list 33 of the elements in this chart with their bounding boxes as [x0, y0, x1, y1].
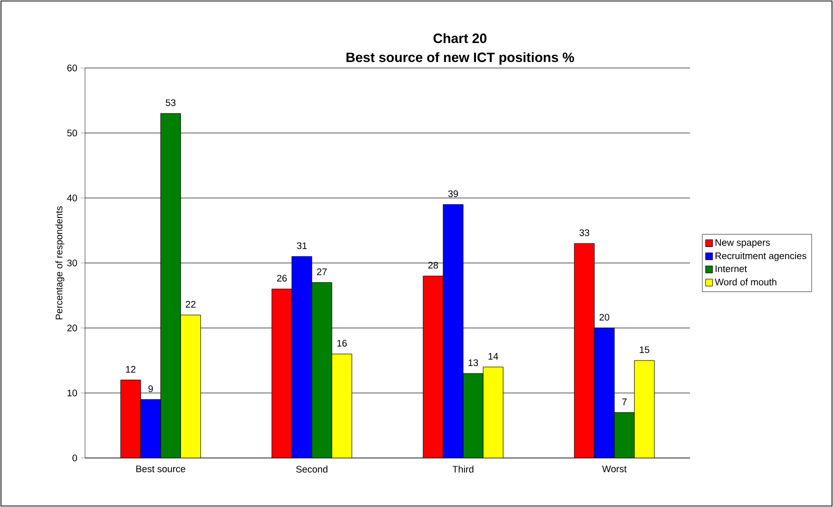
y-tick-label: 0: [72, 454, 78, 462]
data-label: 16: [337, 340, 347, 347]
data-label: 14: [488, 353, 498, 360]
data-label: 20: [600, 314, 610, 321]
chart-title: Chart 20 Best source of new ICT positions %: [346, 33, 574, 65]
data-label: 27: [317, 268, 327, 276]
y-tick-label: 50: [67, 130, 78, 136]
y-tick-label: 40: [67, 194, 78, 202]
data-label: 22: [186, 300, 196, 308]
data-label: 7: [622, 398, 627, 406]
y-tick-label: 20: [67, 324, 78, 332]
x-tick-label: Best source: [136, 466, 186, 472]
y-tick-label: 10: [68, 390, 78, 396]
y-axis-title: Percentage of respondents: [55, 206, 64, 320]
data-label: 31: [296, 242, 307, 250]
x-tick-label: Third: [452, 466, 474, 473]
data-label: 39: [448, 190, 458, 198]
legend-label: Internet: [716, 265, 747, 272]
data-label: 26: [277, 274, 287, 282]
x-tick-label: Worst: [602, 466, 627, 472]
x-tick-label: Second: [296, 466, 328, 473]
y-tick-label: 60: [67, 64, 78, 72]
data-label: 9: [148, 385, 153, 392]
y-tick-label: 30: [67, 260, 78, 266]
legend-label: Recruitment agencies: [716, 252, 806, 262]
data-label: 33: [579, 229, 590, 236]
legend-label: New spapers: [716, 239, 770, 248]
legend-label: Word of mouth: [714, 278, 776, 286]
data-label: 53: [166, 99, 176, 106]
data-label: 13: [468, 359, 478, 366]
data-label: 28: [428, 262, 438, 269]
data-label: 15: [640, 346, 650, 354]
data-label: 12: [126, 366, 136, 373]
